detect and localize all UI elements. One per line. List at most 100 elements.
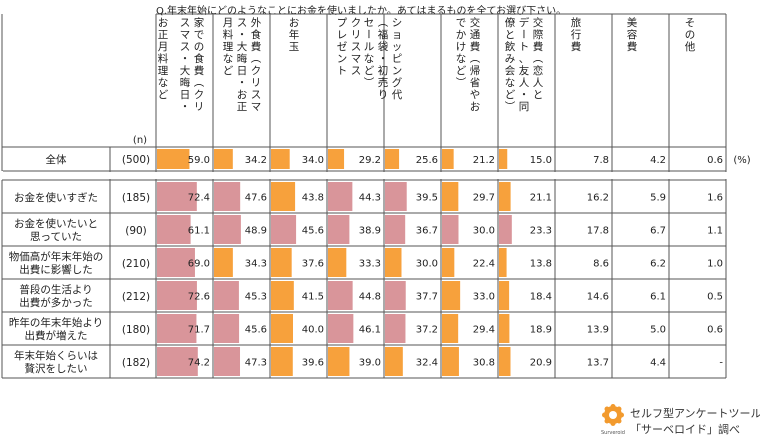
data-bar (499, 149, 508, 169)
header-char: 食 (194, 52, 205, 65)
data-value: 0.5 (707, 292, 723, 303)
header-char: 人 (519, 77, 530, 89)
header-char: 外 (251, 17, 262, 29)
header-char: か (456, 29, 467, 41)
data-value: 74.2 (188, 358, 210, 369)
data-value: 37.7 (416, 292, 438, 303)
data-bar (214, 182, 241, 211)
data-value: 37.6 (302, 259, 324, 270)
data-bar (499, 215, 512, 244)
header-char: シ (392, 17, 403, 29)
data-bar (442, 149, 454, 169)
data-bar (214, 314, 240, 343)
crosstab-chart: お正月料理など家での食費（クリスマス・大晦日・外食費（クリスマス・大晦日・お正月… (0, 13, 760, 379)
header-char: ス (251, 89, 262, 101)
header-char: （ (192, 77, 204, 88)
header-char: ピ (392, 53, 403, 65)
header-char: 晦 (237, 53, 248, 65)
header-char: 費 (251, 40, 262, 53)
data-bar (499, 182, 511, 211)
header-char: 家 (194, 16, 205, 29)
data-value: 25.6 (416, 155, 438, 166)
data-value: 29.4 (473, 325, 495, 336)
header-char: ・ (180, 53, 191, 65)
data-value: 18.9 (530, 325, 552, 336)
header-char: 玉 (289, 41, 300, 53)
header-char: （ (468, 53, 480, 64)
data-value: 22.4 (473, 259, 495, 270)
data-value: 29.7 (473, 193, 495, 204)
data-value: 4.4 (650, 358, 666, 369)
header-char: マ (351, 53, 362, 65)
data-value: 15.0 (530, 155, 552, 166)
credit-line-2: 「サーベロイド」調べ (630, 423, 740, 436)
segment-row-label: 年末年始くらいは (14, 349, 98, 362)
segment-row-label: 出費に影響した (19, 263, 93, 276)
data-value: 30.0 (473, 226, 495, 237)
data-bar (442, 314, 459, 343)
header-char: ・ (237, 77, 248, 89)
data-bar (328, 215, 350, 244)
header-char: ど (223, 65, 234, 77)
header-char: お (237, 89, 248, 101)
data-value: 71.7 (188, 325, 210, 336)
data-bar (328, 149, 345, 169)
header-char: ・ (237, 29, 248, 41)
total-row-n: (500) (122, 154, 150, 166)
header-char: り (378, 89, 389, 101)
data-bar (328, 314, 354, 343)
header-char: リ (351, 29, 362, 41)
data-value: - (719, 358, 723, 369)
header-char: 友 (519, 64, 530, 77)
header-char: 他 (685, 40, 696, 53)
data-value: 0.6 (707, 155, 723, 166)
data-value: 72.4 (188, 193, 210, 204)
data-bar (328, 182, 353, 211)
header-char: 費 (627, 40, 638, 53)
data-value: 20.9 (530, 358, 552, 369)
header-char: マ (251, 101, 262, 113)
data-value: 59.0 (188, 155, 210, 166)
header-char: で (194, 29, 205, 41)
data-value: 37.2 (416, 325, 438, 336)
data-value: 13.7 (587, 358, 609, 369)
data-bar (214, 281, 239, 310)
data-value: 39.6 (302, 358, 324, 369)
header-char: 日 (237, 65, 248, 77)
header-char: グ (392, 76, 403, 89)
block-gap (0, 172, 760, 179)
data-bar (328, 248, 347, 277)
header-char: 帰 (470, 64, 481, 77)
data-bar (385, 215, 406, 244)
header-char: ど (364, 65, 375, 77)
header-char: お (158, 17, 169, 29)
header-char: と (533, 89, 544, 101)
header-char: で (456, 17, 467, 29)
header-char: ト (337, 65, 348, 77)
header-char: ・ (180, 101, 191, 113)
header-char: ト (519, 41, 530, 53)
segment-row-n: (180) (122, 324, 150, 336)
header-char: 晦 (180, 77, 191, 89)
data-bar (271, 182, 296, 211)
logo-wordmark: Surveroid (601, 430, 625, 436)
credit-line-1: セルフ型アンケートツール (630, 407, 760, 420)
data-value: 5.9 (650, 193, 666, 204)
data-value: 6.7 (650, 226, 666, 237)
header-char: セ (364, 17, 375, 29)
header-char: ・ (378, 53, 389, 65)
question-title: Q.年末年始にどのようなことにお金を使いましたか。あてはまるものを全てお選び下さ… (156, 6, 567, 17)
header-char: マ (180, 29, 191, 41)
data-value: 47.3 (245, 358, 267, 369)
header-char: み (505, 53, 516, 65)
header-char: 恋 (533, 64, 544, 77)
header-char: 行 (571, 28, 582, 41)
data-value: 4.2 (650, 155, 666, 166)
data-value: 13.8 (530, 259, 552, 270)
data-value: 13.9 (587, 325, 609, 336)
header-char: ク (194, 89, 205, 101)
data-bar (157, 248, 195, 277)
header-char: 袋 (378, 40, 389, 53)
header-char: 福 (378, 28, 389, 41)
header-char: レ (337, 29, 348, 41)
